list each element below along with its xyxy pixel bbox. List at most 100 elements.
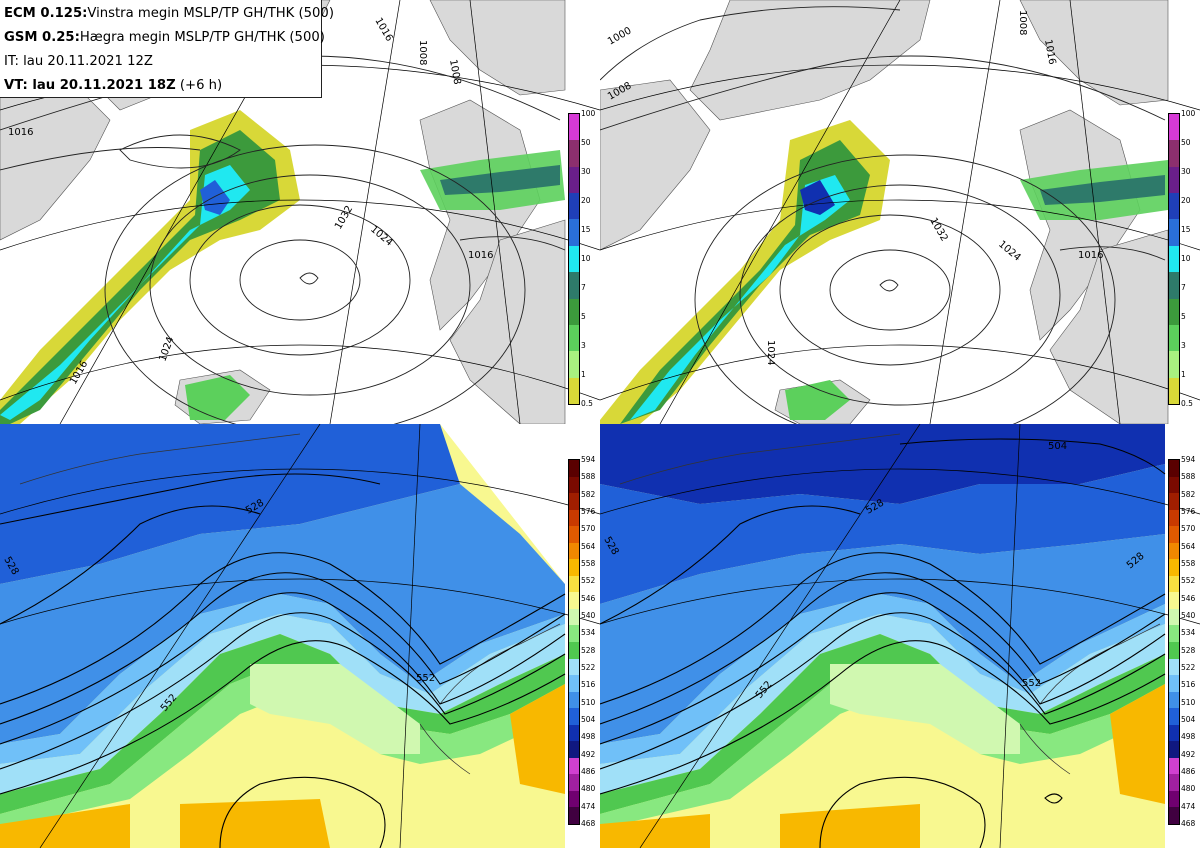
precip-band-core [0, 165, 250, 420]
colorbar-label: 3 [1181, 341, 1186, 350]
colorbar-label: 20 [1181, 196, 1191, 205]
colorbar-cell [1169, 526, 1179, 543]
colorbar-cell [569, 324, 579, 352]
colorbar-cell [569, 193, 579, 220]
colorbar-cell [569, 807, 579, 824]
colorbar-cell [569, 757, 579, 775]
isobar-label: 1016 [8, 127, 33, 138]
colorbar-cell [1169, 757, 1179, 775]
colorbar-label: 522 [1181, 663, 1196, 672]
colorbar-label: 50 [1181, 138, 1191, 147]
precip-east-core [440, 165, 560, 195]
colorbar-label: 582 [1181, 489, 1196, 499]
precip-east-core [1040, 175, 1165, 205]
colorbar-label: 510 [1181, 697, 1196, 707]
graticule [0, 424, 600, 848]
colorbar-cell [569, 166, 579, 194]
colorbar-cell [569, 575, 579, 593]
isobar-label: 1024 [157, 335, 176, 363]
colorbar-label: 588 [1181, 472, 1196, 482]
thk-band-orange-east [510, 684, 565, 794]
colorbar-label: 0.5 [1181, 399, 1193, 408]
colorbar-label: 504 [581, 715, 596, 724]
colorbar-cell [569, 460, 579, 477]
colorbar-label: 100 [581, 109, 596, 118]
colorbar-cell [1169, 807, 1179, 824]
colorbar-label: 576 [1181, 507, 1196, 516]
thk-band-blue-mid [0, 484, 565, 744]
info-line-ecm: ECM 0.125:Vinstra megin MSLP/TP GH/THK (… [4, 6, 334, 21]
colorbar-cell [569, 245, 579, 273]
colorbar-cell [1169, 476, 1179, 494]
colorbar-cell [1169, 460, 1179, 477]
colorbar-label: 486 [1181, 767, 1196, 776]
colorbar-label: 1 [1181, 370, 1186, 379]
isobar-label: 1032 [333, 204, 355, 232]
gsm-gh-panel: 504 528 528 552 552 528 [600, 424, 1200, 848]
colorbar-cell [569, 741, 579, 758]
colorbar-label: 474 [581, 801, 596, 811]
colorbar-label: 10 [581, 254, 591, 263]
colorbar-label: 564 [1181, 541, 1196, 551]
thk-band-orange-south [0, 804, 130, 848]
precip-cell [200, 180, 230, 215]
thk-band-orange-mid [180, 799, 330, 848]
precip-colorbar-right: 100 50 30 20 15 10 7 5 3 1 0.5 [1168, 110, 1195, 408]
colorbar-cell [1169, 790, 1179, 808]
colorbar-cell [569, 642, 579, 659]
colorbar-cell [1169, 724, 1179, 742]
land-svalbard [429, 0, 566, 96]
colorbar-cell [569, 592, 579, 609]
colorbar-label: 540 [1181, 611, 1196, 620]
colorbar-cell [1169, 774, 1179, 791]
graticule [600, 424, 1200, 848]
thk-band-orange-mid [780, 804, 920, 848]
colorbar-label: 15 [581, 225, 591, 234]
isobar-label: 1008 [447, 59, 462, 86]
colorbar-label: 492 [1181, 749, 1196, 759]
colorbar-label: 498 [581, 732, 596, 742]
colorbar-cell [569, 691, 579, 709]
colorbar-label: 492 [581, 749, 596, 759]
thk-band-orange-south [600, 814, 710, 848]
colorbar-label: 576 [581, 507, 596, 516]
thk-band-green-light [600, 664, 1165, 829]
colorbar-cell [1169, 272, 1179, 299]
colorbar-cell [569, 559, 579, 576]
colorbar-label: 582 [581, 489, 596, 499]
colorbar-cell [1169, 708, 1179, 725]
colorbar-label: 50 [581, 138, 591, 147]
colorbar-cell [569, 219, 579, 246]
colorbar-label: 594 [1181, 455, 1196, 464]
colorbar-label: 3 [581, 341, 586, 350]
isobar-label: 1008 [417, 40, 428, 65]
thk-colorbar-left: 594 588 582 576 570 564 558 552 546 540 534 528 522 5… [568, 456, 595, 828]
colorbar-cell [1169, 324, 1179, 352]
colorbar-cell [569, 658, 579, 676]
colorbar-cell [1169, 166, 1179, 194]
colorbar-label: 7 [1181, 283, 1186, 292]
precip-iceland [785, 380, 850, 420]
colorbar-label: 588 [581, 472, 596, 482]
isobar-label: 1024 [765, 340, 776, 365]
colorbar-cell [1169, 542, 1179, 560]
precip-band-core [630, 175, 850, 420]
colorbar-label: 480 [581, 784, 596, 794]
colorbar-cell [1169, 625, 1179, 642]
colorbar-label: 552 [581, 576, 596, 586]
colorbar-cell [1169, 219, 1179, 246]
colorbar-label: 7 [581, 283, 586, 292]
gsm-mslp-panel: 1000 1008 1024 1032 1016 1008 1016 1024 [600, 0, 1200, 424]
colorbar-label: 100 [1181, 109, 1196, 118]
colorbar-cell [1169, 658, 1179, 676]
colorbar-label: 594 [581, 455, 596, 464]
info-line-gsm: GSM 0.25:Hægra megin MSLP/TP GH/THK (500… [4, 30, 325, 45]
gh-contours [600, 438, 1166, 848]
colorbar-cell [569, 526, 579, 543]
colorbar-cell [1169, 298, 1179, 325]
colorbar-cell [1169, 377, 1179, 404]
gh-label: 552 [1022, 678, 1041, 689]
colorbar-label: 558 [581, 559, 596, 568]
isobars [600, 6, 1166, 424]
gh-label: 552 [416, 673, 435, 684]
